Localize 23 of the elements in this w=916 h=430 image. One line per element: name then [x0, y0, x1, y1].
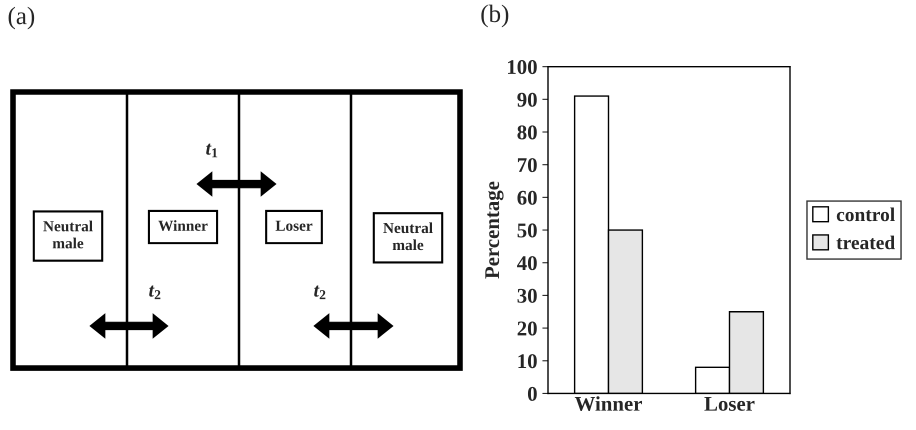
- text: Loser: [276, 220, 312, 231]
- y-tick-label: 50: [518, 223, 537, 238]
- text: Winner: [158, 220, 208, 231]
- legend-label: control: [836, 208, 895, 222]
- y-tick-label: 20: [518, 321, 537, 336]
- y-tick-label: 10: [518, 354, 537, 368]
- text: t$_{1}$: [206, 144, 218, 158]
- y-tick-label: 80: [517, 125, 537, 140]
- y-axis-title: Percentage: [485, 182, 504, 279]
- y-tick-label: 70: [518, 158, 537, 172]
- text: Neutral male: [43, 220, 93, 248]
- chart-title: (b): [481, 4, 508, 28]
- y-tick-label: 60: [517, 190, 537, 205]
- text: t$_{2}$: [149, 286, 160, 300]
- text: t$_{2}$: [314, 286, 326, 300]
- text: (a): [8, 6, 34, 30]
- y-tick-label: 0: [528, 386, 537, 401]
- y-tick-label: 90: [517, 92, 537, 107]
- legend-label: treated: [836, 236, 895, 250]
- text: Neutral male: [383, 222, 433, 250]
- y-tick-label: 100: [508, 60, 537, 74]
- y-tick-label: 30: [518, 288, 537, 303]
- y-tick-label: 40: [517, 256, 537, 270]
